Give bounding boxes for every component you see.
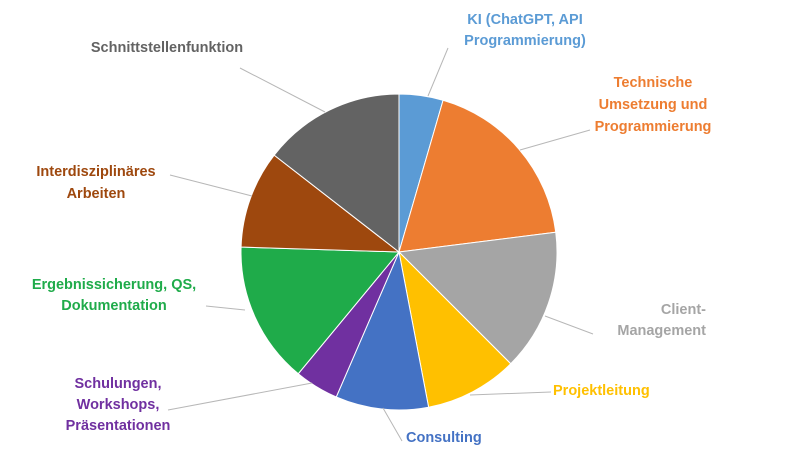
slice-label-line: Programmierung — [595, 119, 712, 135]
slice-label-line: Workshops, — [77, 397, 160, 413]
slice-label-6: Schulungen, Workshops, Präsentationen — [66, 376, 171, 434]
leader-line-3 — [544, 315, 594, 335]
pie-slice-2 — [398, 99, 557, 253]
slice-label-2: Technische Umsetzung und Programmierung — [595, 75, 712, 135]
leader-lines — [167, 47, 594, 442]
slice-label-line: Consulting — [406, 430, 482, 446]
slice-label-line: Arbeiten — [67, 186, 126, 202]
leader-line-7 — [205, 305, 246, 311]
slice-label-line: Programmierung) — [464, 33, 586, 49]
slice-label-line: Client- — [661, 302, 706, 318]
slice-label-9: Schnittstellenfunktion — [91, 40, 243, 56]
slice-label-3: Client- Management — [617, 302, 706, 339]
pie-slice-7 — [240, 246, 401, 375]
pie-slice-3 — [397, 231, 558, 365]
leader-line-2 — [519, 129, 591, 151]
slice-label-line: Dokumentation — [61, 298, 167, 314]
slice-label-line: Ergebnissicherung, QS, — [32, 277, 196, 293]
slice-label-5: Consulting — [406, 430, 482, 446]
slice-label-8: Interdisziplinäres Arbeiten — [36, 164, 155, 202]
slice-label-line: Management — [617, 323, 706, 339]
leader-line-8 — [169, 174, 253, 197]
slice-label-line: Präsentationen — [66, 418, 171, 434]
slice-label-line: Interdisziplinäres — [36, 164, 155, 180]
pie-slices — [240, 93, 558, 411]
slice-label-line: Schulungen, — [75, 376, 162, 392]
slice-label-line: Umsetzung und — [599, 97, 708, 113]
pie-slice-5 — [335, 250, 430, 411]
slice-label-line: Technische — [614, 75, 693, 91]
leader-line-4 — [469, 391, 552, 396]
pie-slice-4 — [398, 250, 512, 408]
slice-label-line: Projektleitung — [553, 383, 650, 399]
leader-line-9 — [239, 67, 326, 113]
slice-labels: KI (ChatGPT, API Programmierung) Technisch… — [32, 12, 712, 446]
slice-label-4: Projektleitung — [553, 383, 650, 399]
slice-label-1: KI (ChatGPT, API Programmierung) — [464, 12, 586, 49]
pie-slice-9 — [273, 93, 400, 254]
slice-label-line: KI (ChatGPT, API — [467, 12, 582, 28]
leader-line-1 — [427, 47, 449, 97]
slice-label-7: Ergebnissicherung, QS, Dokumentation — [32, 277, 196, 314]
leader-line-6 — [167, 382, 313, 411]
slice-label-line: Schnittstellenfunktion — [91, 40, 243, 56]
pie-slice-8 — [240, 154, 401, 253]
leader-line-5 — [382, 407, 403, 442]
